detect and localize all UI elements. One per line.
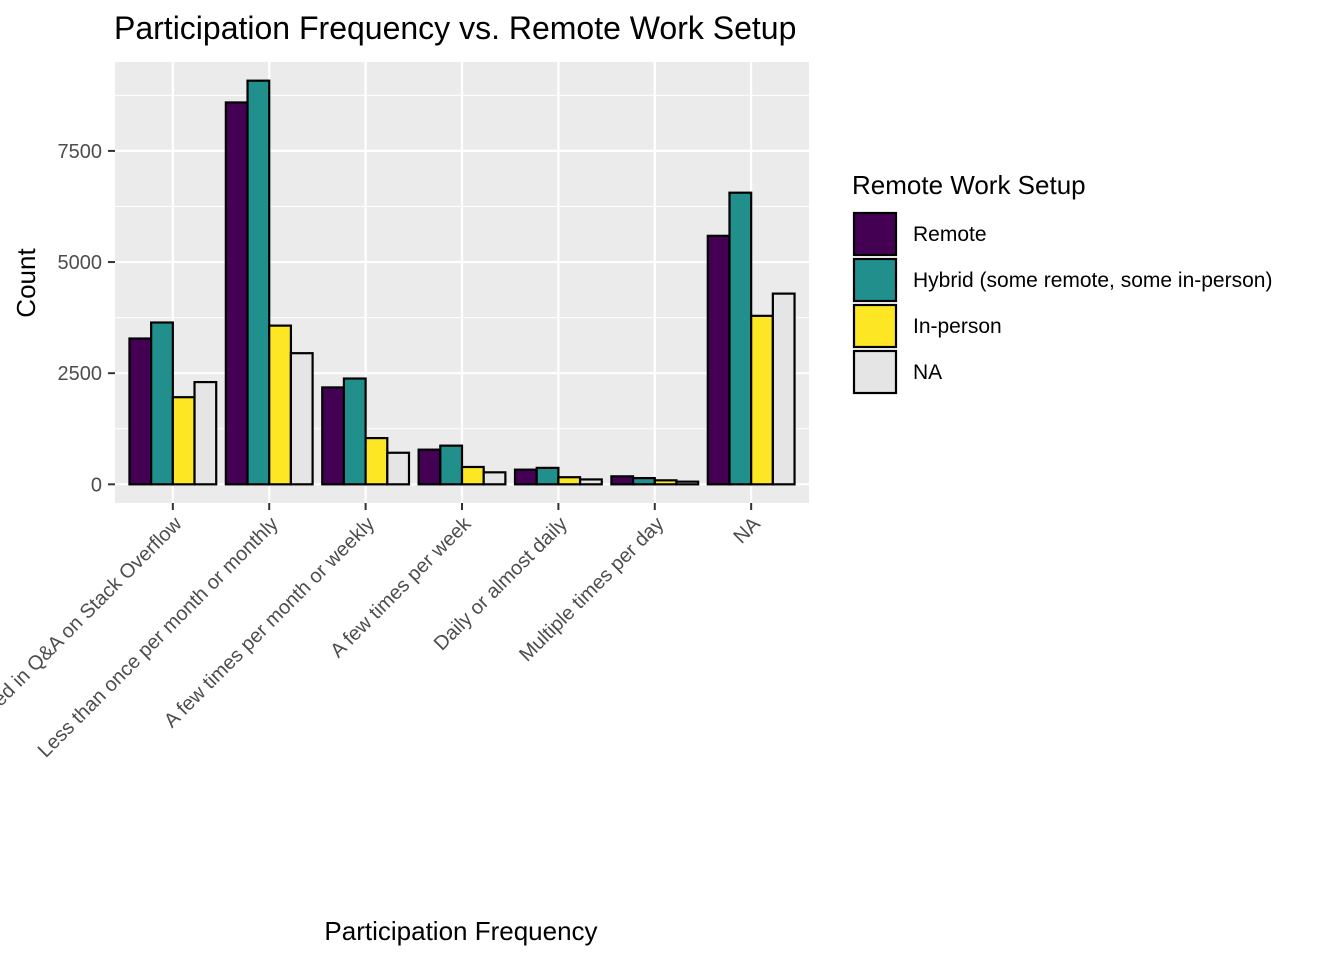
legend: Remote Work Setup Remote Hybrid (some rem…: [852, 170, 1272, 395]
bar: [128, 337, 153, 486]
bar: [728, 191, 753, 486]
bar: [246, 79, 271, 486]
bar: [557, 476, 582, 486]
y-tick-label: 7500: [58, 141, 103, 163]
bars: [128, 79, 796, 486]
bar: [386, 451, 411, 486]
bar: [289, 352, 314, 486]
legend-label: Remote: [913, 223, 987, 246]
bar: [513, 468, 538, 486]
bar: [268, 324, 293, 486]
bar: [460, 465, 485, 486]
x-tick-label: NA: [729, 513, 765, 549]
bar: [535, 466, 560, 486]
bar: [771, 292, 796, 486]
bar: [610, 475, 635, 486]
y-tick-label: 5000: [58, 252, 103, 274]
bar: [706, 234, 731, 486]
legend-key: [852, 303, 898, 349]
bar: [342, 377, 367, 486]
y-tick-label: 2500: [58, 363, 103, 385]
legend-key: [852, 211, 898, 257]
x-axis-title: Participation Frequency: [324, 916, 597, 946]
bar: [321, 386, 346, 486]
bar: [653, 479, 678, 486]
legend-key: [852, 349, 898, 395]
legend-label: Hybrid (some remote, some in-person): [913, 269, 1272, 292]
bar: [224, 101, 249, 486]
bar: [675, 480, 700, 486]
x-tick-label: I have never participated in Q&A on Stac…: [0, 513, 187, 850]
bar: [578, 478, 603, 486]
y-tick-label: 0: [91, 474, 102, 496]
legend-key: [852, 257, 898, 303]
y-axis: 0 2500 5000 7500: [58, 141, 115, 496]
x-tick-label: A few times per month or weekly: [160, 513, 379, 732]
y-axis-title: Count: [11, 248, 41, 318]
x-axis: I have never participated in Q&A on Stac…: [0, 503, 765, 850]
bar: [150, 321, 174, 486]
bar: [193, 380, 218, 486]
chart-title: Participation Frequency vs. Remote Work …: [114, 10, 796, 46]
bar: [417, 448, 442, 486]
bar: [439, 444, 464, 486]
bar: [364, 436, 389, 486]
bar: [631, 477, 656, 486]
bar: [750, 314, 774, 486]
legend-label: In-person: [913, 315, 1002, 338]
legend-label: NA: [913, 361, 942, 384]
legend-title: Remote Work Setup: [852, 170, 1086, 200]
bar: [171, 396, 196, 486]
bar: [482, 471, 507, 486]
